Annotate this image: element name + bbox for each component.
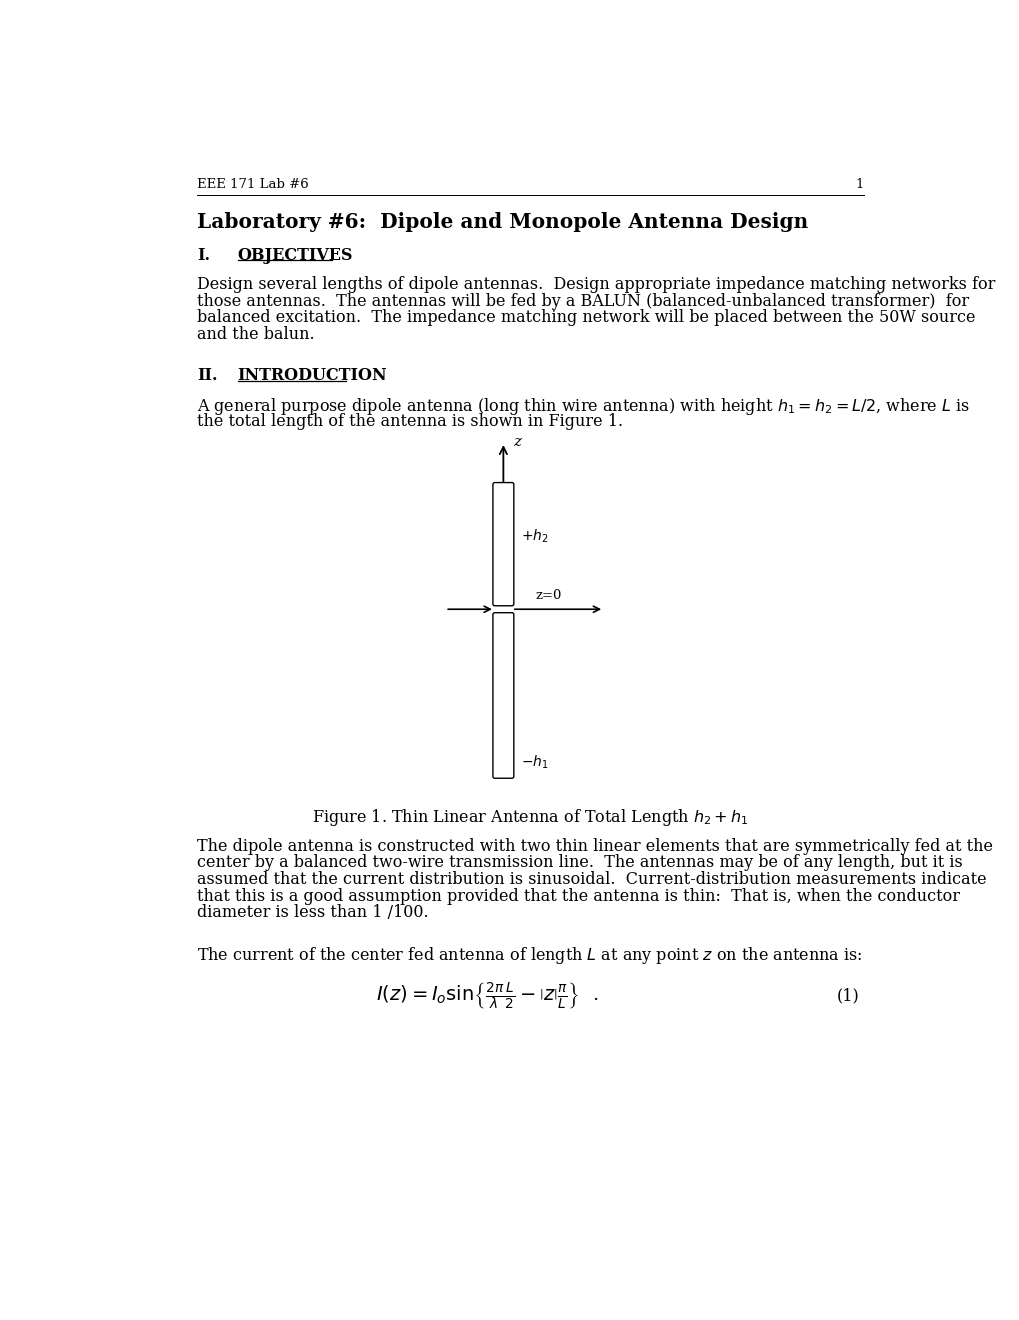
Text: and the balun.: and the balun. — [197, 326, 315, 343]
Text: EEE 171 Lab #6: EEE 171 Lab #6 — [197, 178, 309, 190]
Text: INTRODUCTION: INTRODUCTION — [237, 367, 387, 384]
Text: $I\left(z\right) = I_o \sin\!\left\{\frac{2\pi}{\lambda}\frac{L}{2} - \left|z\ri: $I\left(z\right) = I_o \sin\!\left\{\fra… — [375, 979, 597, 1011]
Text: center by a balanced two-wire transmission line.  The antennas may be of any len: center by a balanced two-wire transmissi… — [197, 854, 962, 871]
Text: balanced excitation.  The impedance matching network will be placed between the : balanced excitation. The impedance match… — [197, 309, 975, 326]
Text: z: z — [513, 436, 521, 449]
Text: z=0: z=0 — [535, 589, 561, 602]
Text: diameter is less than 1 /100.: diameter is less than 1 /100. — [197, 904, 428, 921]
FancyBboxPatch shape — [492, 612, 514, 779]
Text: Design several lengths of dipole antennas.  Design appropriate impedance matchin: Design several lengths of dipole antenna… — [197, 276, 995, 293]
Text: those antennas.  The antennas will be fed by a BALUN (balanced-unbalanced transf: those antennas. The antennas will be fed… — [197, 293, 968, 310]
Text: assumed that the current distribution is sinusoidal.  Current-distribution measu: assumed that the current distribution is… — [197, 871, 986, 888]
Text: The dipole antenna is constructed with two thin linear elements that are symmetr: The dipole antenna is constructed with t… — [197, 838, 993, 855]
Text: $+h_2$: $+h_2$ — [521, 528, 548, 545]
FancyBboxPatch shape — [492, 483, 514, 606]
Text: II.: II. — [197, 367, 217, 384]
Text: I.: I. — [197, 247, 210, 264]
Text: Laboratory #6:  Dipole and Monopole Antenna Design: Laboratory #6: Dipole and Monopole Anten… — [197, 213, 808, 232]
Text: $-h_1$: $-h_1$ — [521, 754, 548, 771]
Text: that this is a good assumption provided that the antenna is thin:  That is, when: that this is a good assumption provided … — [197, 887, 959, 904]
Text: Figure 1. Thin Linear Antenna of Total Length $h_2 + h_1$: Figure 1. Thin Linear Antenna of Total L… — [312, 807, 748, 828]
Text: the total length of the antenna is shown in Figure 1.: the total length of the antenna is shown… — [197, 413, 623, 430]
Text: (1): (1) — [837, 987, 859, 1005]
Text: OBJECTIVES: OBJECTIVES — [237, 247, 353, 264]
Text: 1: 1 — [855, 178, 863, 190]
Text: A general purpose dipole antenna (long thin wire antenna) with height $h_1 = h_2: A general purpose dipole antenna (long t… — [197, 396, 969, 417]
Text: The current of the center fed antenna of length $L$ at any point $z$ on the ante: The current of the center fed antenna of… — [197, 945, 862, 966]
